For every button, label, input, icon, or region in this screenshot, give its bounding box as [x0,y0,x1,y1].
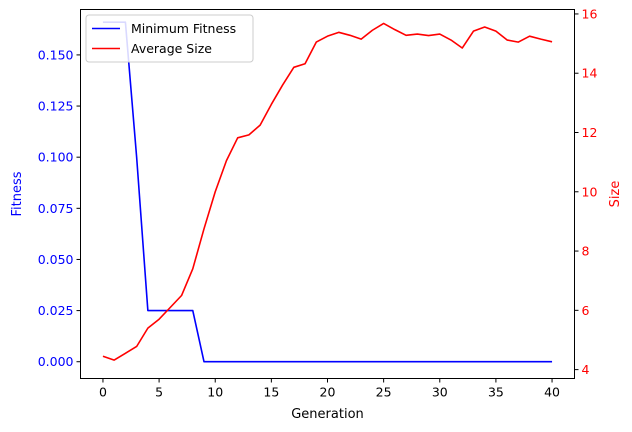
legend: Minimum Fitness Average Size [85,14,254,63]
x-tick-label: 25 [376,385,392,400]
series-lines [102,21,553,363]
x-tick-label: 20 [320,385,336,400]
y-right-tick-label: 4 [582,362,590,377]
x-tick-label: 10 [207,385,223,400]
x-axis-label: Generation [291,407,364,422]
y-left-tick-label: 0.000 [38,354,74,369]
x-tick-label: 5 [155,385,163,400]
x-tick-label: 35 [488,385,504,400]
y-left-tick-label: 0.075 [38,201,74,216]
y-right-tick-label: 14 [582,66,598,81]
x-tick-label: 0 [99,385,107,400]
series-line-average-size [102,22,553,361]
y-left-tick-label: 0.100 [38,150,74,165]
y-axis-label-left: Fitness [10,171,25,216]
legend-box [85,14,254,63]
y-left-tick-label: 0.025 [38,303,74,318]
legend-label-average-size: Average Size [131,41,212,56]
y-ticks-left: 0.000 0.025 0.050 0.075 0.100 0.125 0.150 [38,47,81,369]
plot-frame [80,9,575,379]
x-tick-label: 30 [432,385,448,400]
series-line-minimum-fitness [102,21,553,363]
y-left-tick-label: 0.125 [38,99,74,114]
x-tick-label: 40 [544,385,560,400]
y-right-tick-label: 16 [582,6,598,21]
y-axis-label-right: Size [608,181,623,208]
y-left-tick-label: 0.050 [38,252,74,267]
y-right-tick-label: 10 [582,184,598,199]
y-right-tick-label: 8 [582,244,590,259]
y-right-tick-label: 6 [582,303,590,318]
y-ticks-right: 4 6 8 10 12 14 16 [574,6,598,377]
x-ticks: 0 5 10 15 20 25 30 35 40 [99,378,560,400]
y-left-tick-label: 0.150 [38,47,74,62]
y-right-tick-label: 12 [582,125,598,140]
x-tick-label: 15 [263,385,279,400]
legend-label-minimum-fitness: Minimum Fitness [131,21,236,36]
